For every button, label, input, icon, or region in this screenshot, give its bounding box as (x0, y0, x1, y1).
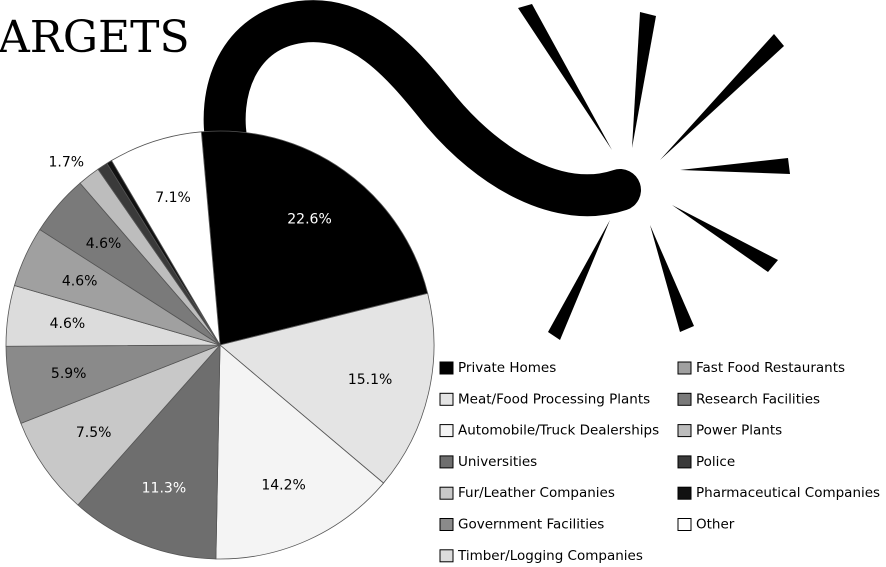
legend-swatch (677, 518, 692, 531)
legend-label: Automobile/Truck Dealerships (458, 423, 659, 439)
legend-swatch (439, 392, 454, 406)
legend-swatch (439, 518, 454, 531)
value-label: 4.6% (50, 316, 86, 332)
value-label: 15.1% (348, 372, 392, 388)
bomb-sparks (518, 4, 790, 340)
legend-swatch (677, 392, 692, 406)
legend-swatch (439, 424, 454, 438)
legend-label: Pharmaceutical Companies (696, 485, 880, 501)
pie-slice (20, 344, 221, 506)
legend-label: Universities (458, 454, 537, 470)
legend-label: Power Plants (696, 423, 782, 439)
value-label: 5.9% (51, 366, 87, 382)
chart-title: ARGETS (0, 12, 190, 63)
pie-slice (200, 130, 429, 346)
value-label: 7.1% (155, 190, 191, 206)
value-label: 4.6% (62, 273, 98, 289)
legend-swatch (439, 455, 454, 469)
legend-swatch (677, 424, 692, 438)
legend-label: Government Facilities (458, 517, 604, 533)
legend-label: Private Homes (458, 360, 556, 376)
legend-label: Other (696, 517, 735, 533)
legend-swatch (439, 361, 454, 375)
value-label: 11.3% (142, 481, 186, 497)
legend-swatch (677, 455, 692, 469)
value-label: 1.7% (49, 154, 85, 170)
legend-swatch (677, 486, 692, 500)
pie-slice (110, 131, 221, 346)
value-label: 22.6% (287, 212, 331, 228)
legend-label: Meat/Food Processing Plants (458, 391, 650, 407)
bomb-fuse (203, 0, 641, 217)
pie-slice (219, 292, 435, 484)
legend-swatch (439, 486, 454, 500)
value-label: 14.2% (261, 477, 305, 493)
legend-label: Research Facilities (696, 391, 820, 407)
legend-swatch (439, 549, 454, 563)
value-label: 4.6% (86, 236, 122, 252)
pie-slice (215, 344, 385, 560)
legend-label: Fast Food Restaurants (696, 360, 845, 376)
legend-label: Police (696, 454, 735, 470)
legend-label: Timber/Logging Companies (457, 548, 643, 564)
value-label: 0.4% (71, 139, 107, 155)
value-label: 0.8% (63, 144, 99, 160)
pie-slice (77, 343, 221, 560)
value-label: 7.5% (76, 425, 112, 441)
legend-label: Fur/Leather Companies (458, 485, 615, 501)
legend-swatch (677, 361, 692, 375)
